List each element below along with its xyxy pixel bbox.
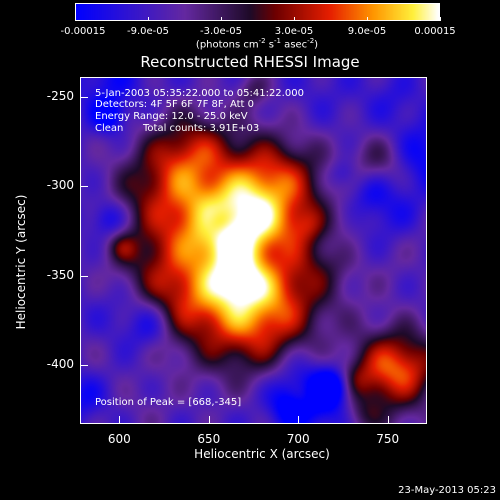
colorbar-tick-label: 9.0e-05: [347, 26, 387, 37]
y-axis: -250 -300 -350 -400: [0, 0, 88, 500]
y-tick-label: -250: [46, 88, 74, 103]
colorbar-units-label: (photons cm-2 s-1 asec-2): [195, 37, 319, 51]
colorbar-tick-label: 3.0e-05: [274, 26, 314, 37]
image-plot: 5-Jan-2003 05:35:22.000 to 05:41:22.000 …: [80, 77, 427, 424]
y-axis-label: Heliocentric Y (arcsec): [14, 194, 28, 330]
colorbar-tick-label: -0.00015: [60, 26, 106, 37]
detectors-label: Detectors: 4F 5F 6F 7F 8F, Att 0: [95, 99, 255, 110]
y-tick: [80, 96, 88, 98]
y-tick: [80, 364, 88, 366]
x-axis-label: Heliocentric X (arcsec): [194, 447, 330, 461]
total-counts-label: Total counts: 3.91E+03: [143, 123, 260, 134]
colorbar-tick: [294, 17, 295, 21]
timestamp: 23-May-2013 05:23: [398, 485, 496, 496]
colorbar-tick: [367, 17, 368, 21]
peak-position-label: Position of Peak = [668,-345]: [95, 397, 242, 408]
x-tick-label: 700: [286, 432, 310, 446]
y-tick: [80, 186, 88, 188]
colorbar-tick: [221, 17, 222, 21]
colorbar-tick-label: -3.0e-05: [200, 26, 242, 37]
colorbar-tick: [148, 17, 149, 21]
y-tick-label: -400: [46, 356, 74, 371]
colorbar-tick-label: -9.0e-05: [127, 26, 169, 37]
y-tick-label: -300: [46, 178, 74, 193]
colorbar-axis: -0.00015 -9.0e-05 -3.0e-05 3.0e-05 9.0e-05 0.…: [0, 0, 500, 60]
rhessi-image-map: [81, 78, 426, 423]
plot-title: Reconstructed RHESSI Image: [140, 53, 360, 71]
colorbar: [75, 3, 440, 21]
colorbar-tick: [440, 17, 441, 21]
x-tick-label: 750: [376, 432, 400, 446]
time-range-label: 5-Jan-2003 05:35:22.000 to 05:41:22.000: [95, 88, 304, 99]
colorbar-tick: [75, 17, 76, 21]
y-tick: [80, 275, 88, 277]
colorbar-tick-label: 0.00015: [414, 26, 456, 37]
y-tick-label: -350: [46, 267, 74, 282]
energy-range-label: Energy Range: 12.0 - 25.0 keV: [95, 111, 248, 122]
x-tick-label: 650: [197, 432, 221, 446]
clean-label: Clean: [95, 123, 124, 134]
x-tick-label: 600: [107, 432, 131, 446]
